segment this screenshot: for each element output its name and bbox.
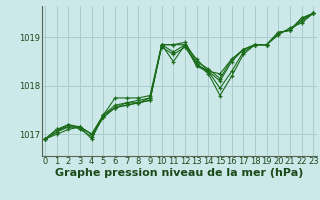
X-axis label: Graphe pression niveau de la mer (hPa): Graphe pression niveau de la mer (hPa): [55, 168, 303, 178]
